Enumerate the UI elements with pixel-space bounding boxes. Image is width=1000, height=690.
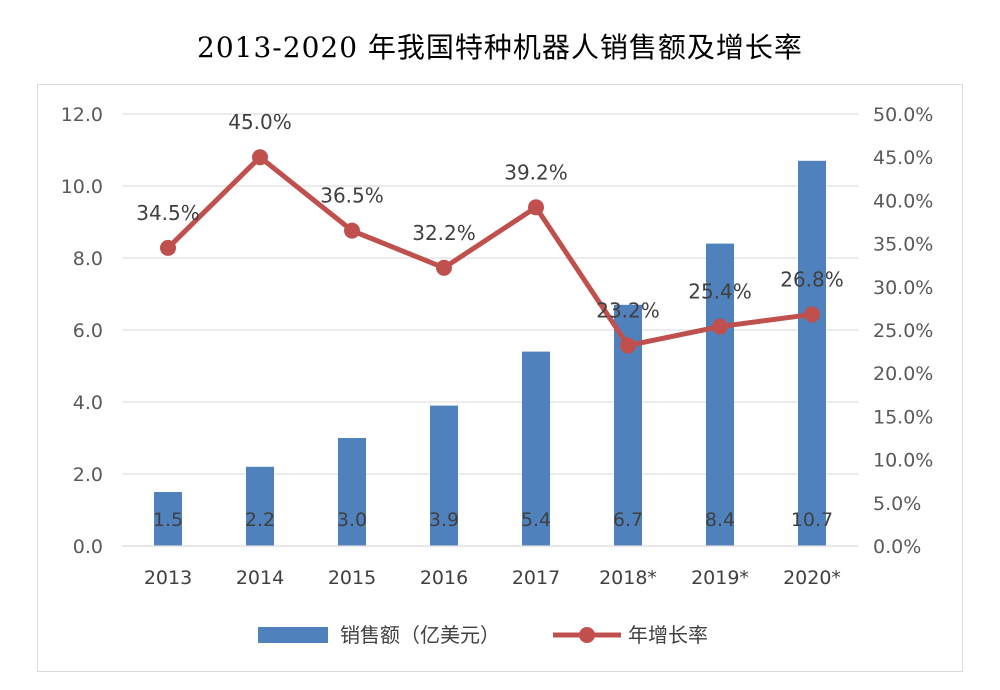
line-value-label: 25.4% — [688, 280, 752, 304]
x-tick-label: 2018* — [599, 567, 657, 589]
y-right-tick-label: 5.0% — [873, 493, 921, 515]
line-point — [252, 149, 268, 166]
line-value-label: 34.5% — [136, 201, 200, 225]
line-value-label: 39.2% — [504, 160, 568, 184]
line-value-label: 32.2% — [412, 221, 476, 245]
growth-line — [166, 154, 813, 349]
line-series: 34.5% 45.0% 36.5% 32.2% 39.2% 23.2% 25.4% 26.8% — [136, 110, 844, 354]
bar — [706, 243, 734, 546]
line-value-label: 23.2% — [596, 299, 660, 323]
x-tick-label: 2017 — [512, 567, 560, 589]
legend: 销售额（亿美元） 年增长率 — [258, 623, 708, 647]
y-left-tick-label: 2.0 — [73, 464, 103, 486]
bar-value-label: 3.9 — [429, 509, 459, 531]
bar-value-label: 1.5 — [153, 509, 183, 531]
y-right-tick-label: 15.0% — [873, 406, 933, 428]
bar-series: 1.5 2.2 3.0 3.9 5.4 6.7 8.4 10.7 — [153, 160, 833, 547]
x-tick-label: 2013 — [144, 567, 192, 589]
bar-value-label: 10.7 — [791, 509, 833, 531]
line-point — [344, 222, 360, 239]
gridlines — [122, 113, 858, 475]
bar — [154, 492, 182, 546]
y-right-tick-label: 35.0% — [873, 234, 933, 256]
x-tick-label: 2020* — [783, 567, 841, 589]
x-tick-label: 2019* — [691, 567, 749, 589]
bar-value-label: 3.0 — [337, 509, 367, 531]
line-value-label: 45.0% — [228, 110, 292, 134]
y-left-tick-label: 10.0 — [61, 176, 103, 198]
y-left-tick-label: 0.0 — [73, 536, 103, 558]
bar — [522, 351, 550, 546]
y-left-tick-label: 8.0 — [73, 248, 103, 270]
x-tick-labels: 2013 2014 2015 2016 2017 2018* 2019* 2020* — [144, 567, 841, 589]
line-point — [712, 318, 728, 335]
bar — [798, 160, 826, 547]
y-right-tick-label: 30.0% — [873, 277, 933, 299]
x-tick-label: 2016 — [420, 567, 468, 589]
legend-bar-label: 销售额（亿美元） — [340, 623, 500, 647]
legend-line-marker — [579, 627, 595, 643]
bar-value-label: 8.4 — [705, 509, 735, 531]
y-left-tick-label: 6.0 — [73, 320, 103, 342]
line-value-label: 36.5% — [320, 184, 384, 208]
line-point — [436, 259, 452, 276]
y-right-tick-label: 50.0% — [873, 104, 933, 126]
y-right-tick-label: 20.0% — [873, 363, 933, 385]
y-left-tick-label: 4.0 — [73, 392, 103, 414]
chart-title: 2013-2020 年我国特种机器人销售额及增长率 — [197, 31, 803, 64]
y-right-tick-label: 25.0% — [873, 320, 933, 342]
chart-frame — [37, 84, 963, 672]
bar — [338, 438, 366, 546]
line-value-label: 26.8% — [780, 267, 844, 291]
legend-bar-swatch — [258, 627, 328, 643]
line-point — [804, 306, 820, 323]
bar-value-label: 5.4 — [521, 509, 551, 531]
bar — [430, 405, 458, 546]
y-right-tick-label: 45.0% — [873, 147, 933, 169]
line-point — [160, 239, 176, 256]
y-axis-right: 0.0% 5.0% 10.0% 15.0% 20.0% 25.0% 30.0% 35.0% 40… — [873, 104, 933, 558]
y-right-tick-label: 0.0% — [873, 536, 921, 558]
x-tick-label: 2015 — [328, 567, 376, 589]
legend-line-label: 年增长率 — [628, 623, 708, 647]
line-point — [528, 199, 544, 216]
line-point — [620, 337, 636, 354]
y-left-tick-label: 12.0 — [61, 104, 103, 126]
y-axis-left: 0.0 2.0 4.0 6.0 8.0 10.0 12.0 — [61, 104, 103, 558]
bar-value-label: 6.7 — [613, 509, 643, 531]
x-tick-label: 2014 — [236, 567, 284, 589]
y-right-tick-label: 40.0% — [873, 190, 933, 212]
bar — [246, 466, 274, 546]
y-right-tick-label: 10.0% — [873, 450, 933, 472]
bar-value-label: 2.2 — [245, 509, 275, 531]
